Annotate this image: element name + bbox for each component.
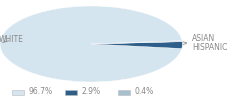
Text: 0.4%: 0.4% xyxy=(134,88,154,96)
Bar xyxy=(118,90,130,94)
Wedge shape xyxy=(91,42,182,49)
Wedge shape xyxy=(91,41,182,44)
Text: ASIAN: ASIAN xyxy=(183,34,215,44)
Bar xyxy=(65,90,77,94)
Text: HISPANIC: HISPANIC xyxy=(183,42,227,52)
Text: WHITE: WHITE xyxy=(0,36,24,44)
Bar xyxy=(12,90,24,94)
Wedge shape xyxy=(0,6,182,82)
Text: 2.9%: 2.9% xyxy=(82,88,101,96)
Text: 96.7%: 96.7% xyxy=(29,88,53,96)
